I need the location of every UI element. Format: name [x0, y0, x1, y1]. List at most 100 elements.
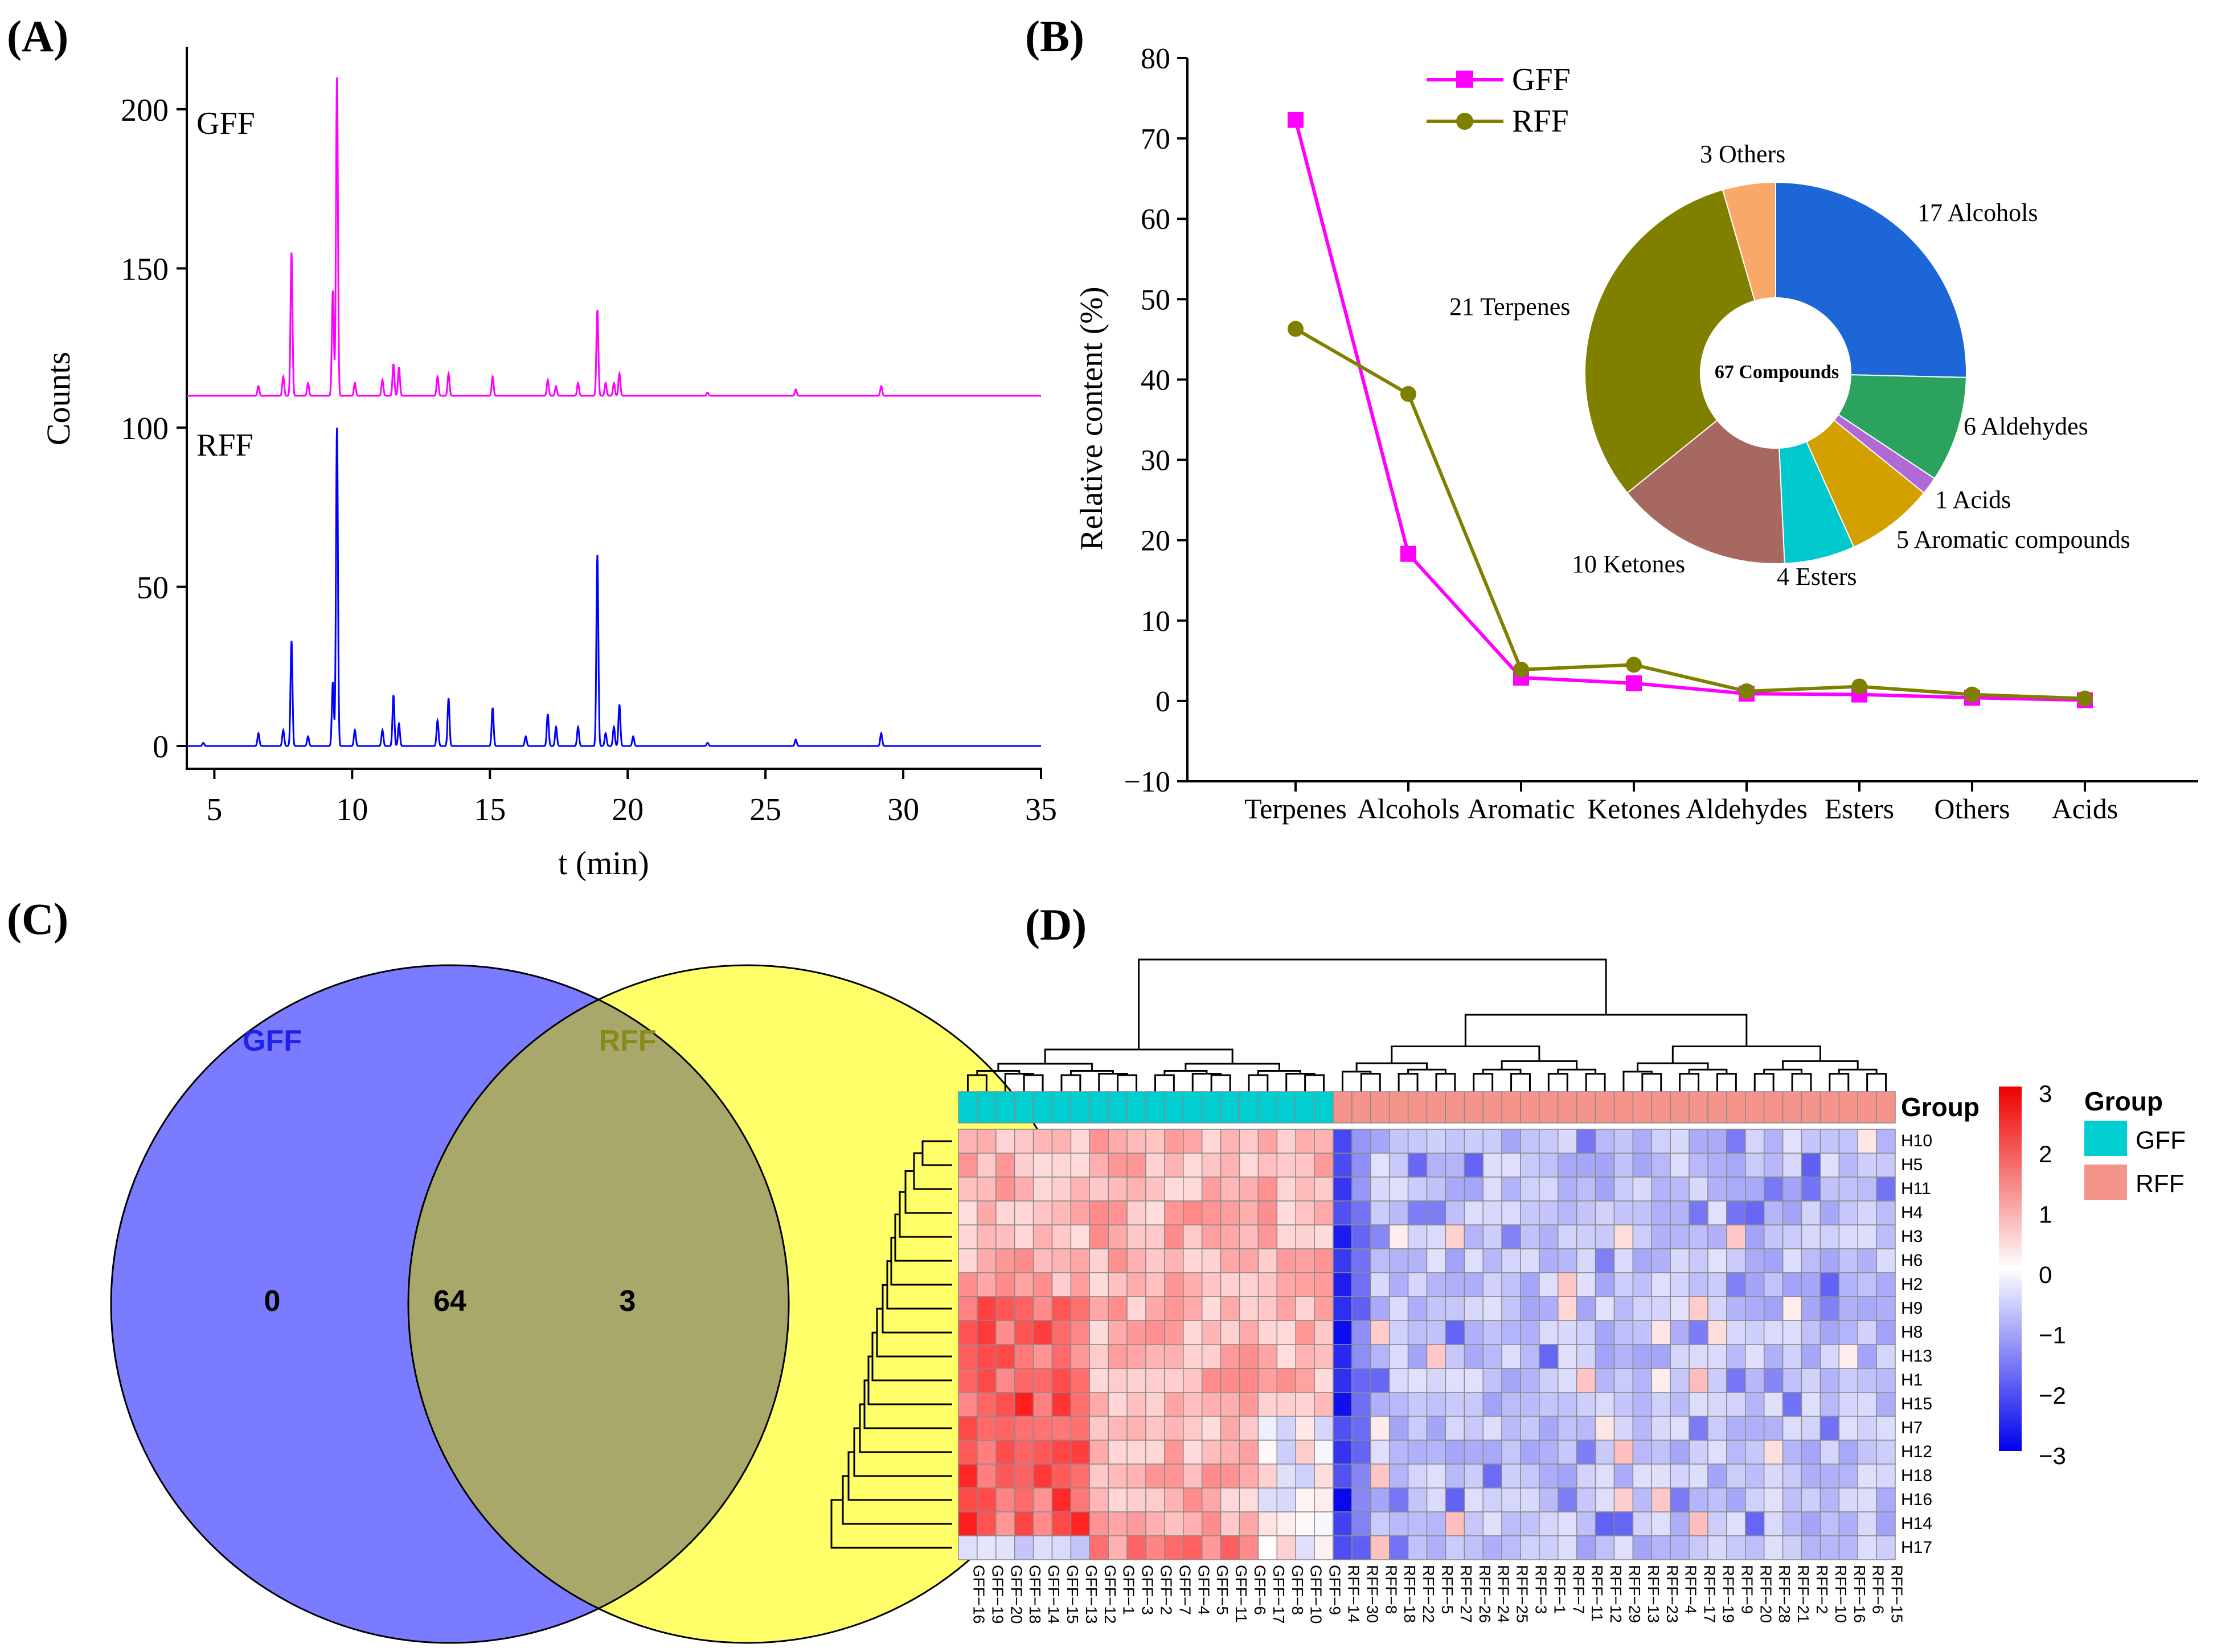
d-heat-cell — [1295, 1248, 1315, 1273]
d-heat-cell — [1632, 1511, 1653, 1536]
d-heat-cell — [1314, 1344, 1334, 1369]
d-col-dendro-link — [1473, 1073, 1494, 1092]
d-group-cell — [1801, 1091, 1821, 1124]
d-heat-cell — [1632, 1153, 1653, 1178]
d-heat-cell — [958, 1416, 978, 1441]
d-heat-cell — [1426, 1248, 1446, 1273]
d-heat-cell — [1239, 1344, 1259, 1369]
d-group-cell — [995, 1091, 1015, 1124]
d-heat-cell — [1558, 1440, 1577, 1465]
d-heat-cell — [1333, 1320, 1353, 1345]
d-heat-cell — [1670, 1511, 1690, 1536]
d-heat-cell — [1782, 1464, 1802, 1489]
d-heat-cell — [1613, 1392, 1634, 1417]
d-group-cell — [1388, 1091, 1409, 1124]
d-colorbar-tick-label: 3 — [2039, 1080, 2052, 1107]
d-heat-cell — [1051, 1416, 1072, 1441]
d-heat-cell — [1482, 1535, 1502, 1560]
d-heat-cell — [1201, 1464, 1222, 1489]
d-heat-cell — [1220, 1200, 1240, 1225]
d-colorbar-tick-label: 1 — [2039, 1201, 2052, 1228]
d-heat-cell — [1426, 1224, 1446, 1249]
d-heat-cell — [1501, 1344, 1521, 1369]
d-heat-cell — [1333, 1344, 1353, 1369]
d-heat-cell — [1464, 1224, 1484, 1249]
d-heat-cell — [1051, 1535, 1072, 1560]
d-heat-cell — [1632, 1272, 1653, 1297]
d-heat-cell — [1745, 1368, 1765, 1393]
d-heat-cell — [1876, 1224, 1896, 1249]
d-heat-cell — [1333, 1440, 1353, 1465]
d-heat-cell — [1689, 1320, 1708, 1345]
d-heat-cell — [1707, 1487, 1727, 1512]
donut-label-terpenes: 21 Terpenes — [1449, 293, 1570, 321]
d-heat-cell — [1370, 1153, 1390, 1178]
d-heat-cell — [1445, 1392, 1465, 1417]
d-heat-cell — [1558, 1320, 1577, 1345]
d-heat-cell — [1801, 1200, 1821, 1225]
d-heat-cell — [1707, 1440, 1727, 1465]
d-heat-cell — [1388, 1296, 1409, 1321]
d-row-dendrogram — [830, 1140, 952, 1549]
d-heat-cell — [958, 1296, 978, 1321]
d-heat-cell — [1014, 1248, 1034, 1273]
d-heat-cell — [1126, 1440, 1146, 1465]
d-heat-cell — [1838, 1296, 1858, 1321]
d-heat-cell — [1276, 1464, 1296, 1489]
d-heat-cell — [1014, 1368, 1034, 1393]
b-line-gff — [1294, 119, 2085, 702]
d-heat-cell — [1726, 1296, 1746, 1321]
d-heat-cell — [1388, 1224, 1409, 1249]
d-heat-cell — [1726, 1248, 1746, 1273]
d-heat-cell — [1333, 1248, 1353, 1273]
d-heat-cell — [1014, 1440, 1034, 1465]
d-heat-cell — [1707, 1177, 1727, 1202]
a-x-tick-label: 20 — [612, 792, 644, 827]
d-heat-cell — [1857, 1440, 1877, 1465]
d-heat-cell — [1126, 1320, 1146, 1345]
d-heat-cell — [1388, 1129, 1409, 1154]
d-heat-cell — [1407, 1224, 1428, 1249]
d-heat-cell — [1426, 1487, 1446, 1512]
d-heat-cell — [1351, 1153, 1371, 1178]
d-heat-cell — [1464, 1320, 1484, 1345]
b-x-tick-label: Others — [1934, 793, 2010, 825]
d-heat-cell — [1145, 1368, 1165, 1393]
d-heat-cell — [1838, 1272, 1858, 1297]
d-heat-cell — [1632, 1368, 1653, 1393]
d-column-label: RFF−25 — [1514, 1565, 1531, 1623]
d-heat-cell — [1501, 1320, 1521, 1345]
d-heat-cell — [1632, 1344, 1653, 1369]
d-heat-cell — [1482, 1511, 1502, 1536]
d-heat-cell — [1276, 1487, 1296, 1512]
d-heat-cell — [1876, 1464, 1896, 1489]
d-heat-cell — [1689, 1368, 1708, 1393]
d-heat-cell — [1857, 1416, 1877, 1441]
d-heat-cell — [1576, 1153, 1596, 1178]
d-group-cell — [1558, 1091, 1577, 1124]
d-group-cell — [1857, 1091, 1877, 1124]
d-heat-cell — [1782, 1248, 1802, 1273]
d-heat-cell — [1257, 1153, 1278, 1178]
d-heat-cell — [1070, 1368, 1091, 1393]
d-heat-cell — [977, 1320, 997, 1345]
d-heat-cell — [1613, 1487, 1634, 1512]
d-heat-cell — [1295, 1392, 1315, 1417]
d-heat-cell — [1051, 1487, 1072, 1512]
d-heat-cell — [1445, 1320, 1465, 1345]
d-col-dendro-link — [1866, 1073, 1887, 1092]
d-heat-cell — [1295, 1416, 1315, 1441]
d-heat-cell — [1239, 1248, 1259, 1273]
d-heat-cell — [1351, 1464, 1371, 1489]
d-group-cell — [1763, 1091, 1784, 1124]
d-col-dendro-link — [1510, 1073, 1531, 1092]
d-heat-cell — [1426, 1296, 1446, 1321]
d-heat-cell — [1108, 1368, 1128, 1393]
d-heat-cell — [1576, 1535, 1596, 1560]
d-heat-cell — [1801, 1416, 1821, 1441]
d-group-cell — [1613, 1091, 1634, 1124]
d-heat-cell — [1876, 1272, 1896, 1297]
d-heat-cell — [1070, 1153, 1091, 1178]
b-point-rff — [1626, 657, 1642, 673]
d-heat-cell — [1782, 1177, 1802, 1202]
